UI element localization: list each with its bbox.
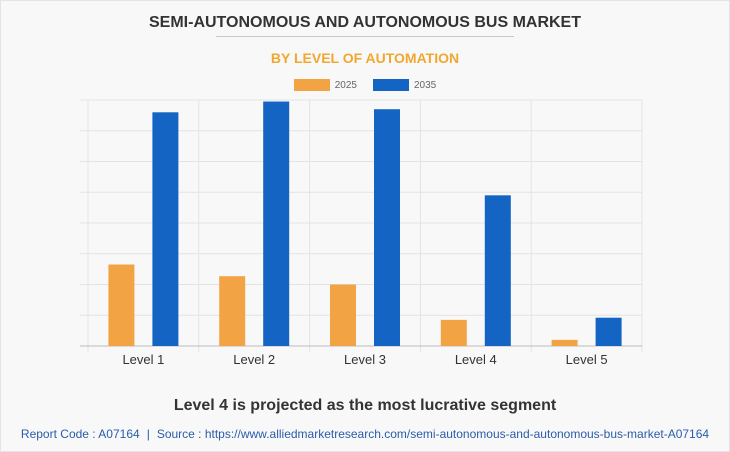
source-link[interactable]: Source : https://www.alliedmarketresearc… — [156, 427, 710, 441]
legend-swatch-2035 — [373, 79, 409, 91]
key-finding-headline: Level 4 is projected as the most lucrati… — [173, 397, 557, 414]
bar-2035-level-2 — [263, 101, 290, 346]
footer-separator: | — [146, 427, 150, 441]
bar-2035-level-5 — [595, 317, 622, 346]
title-divider — [216, 36, 514, 37]
legend-item-2035[interactable]: 2035 — [373, 79, 436, 91]
report-footer: Report Code : A07164 | Source : https://ww… — [0, 427, 730, 441]
chart-legend: 2025 2035 — [0, 79, 730, 91]
bar-2035-level-4 — [484, 195, 511, 346]
legend-item-2025[interactable]: 2025 — [293, 79, 357, 91]
x-tick-label: Level 4 — [455, 352, 497, 367]
bar-2035-level-3 — [374, 109, 400, 346]
legend-label-2025: 2025 — [334, 79, 357, 91]
bar-2025-level-2 — [219, 276, 246, 346]
bar-2025-level-4 — [440, 319, 467, 346]
bar-2035-level-1 — [152, 112, 179, 346]
legend-swatch-2025 — [293, 79, 330, 91]
bar-2025-level-3 — [330, 284, 356, 346]
legend-label-2035: 2035 — [414, 79, 437, 91]
chart-title: SEMI-AUTONOMOUS AND AUTONOMOUS BUS MARKE… — [149, 14, 581, 31]
x-tick-label: Level 2 — [233, 352, 275, 367]
bar-2025-level-1 — [108, 264, 135, 346]
x-tick-label: Level 3 — [344, 352, 386, 367]
x-tick-label: Level 5 — [566, 352, 608, 367]
report-code: Report Code : A07164 — [20, 427, 140, 441]
bar-2025-level-5 — [551, 339, 578, 346]
x-tick-label: Level 1 — [122, 352, 164, 367]
chart-subtitle: BY LEVEL OF AUTOMATION — [270, 50, 460, 66]
